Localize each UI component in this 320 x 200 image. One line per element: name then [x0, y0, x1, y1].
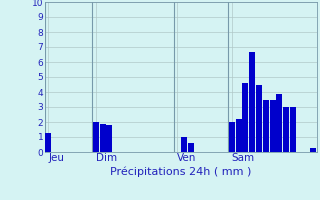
Bar — [100, 123, 106, 152]
Bar — [242, 83, 248, 152]
Bar — [263, 99, 269, 152]
Bar — [290, 107, 296, 152]
Bar — [93, 122, 99, 152]
Bar — [188, 143, 194, 152]
Bar — [276, 94, 283, 152]
Bar — [283, 107, 289, 152]
Bar — [256, 84, 262, 152]
X-axis label: Précipitations 24h ( mm ): Précipitations 24h ( mm ) — [110, 166, 252, 177]
Bar — [106, 125, 112, 152]
Bar — [236, 119, 242, 152]
Bar — [181, 137, 187, 152]
Bar — [269, 99, 276, 152]
Bar — [249, 51, 255, 152]
Bar — [229, 122, 235, 152]
Bar — [45, 132, 51, 152]
Bar — [310, 148, 316, 152]
